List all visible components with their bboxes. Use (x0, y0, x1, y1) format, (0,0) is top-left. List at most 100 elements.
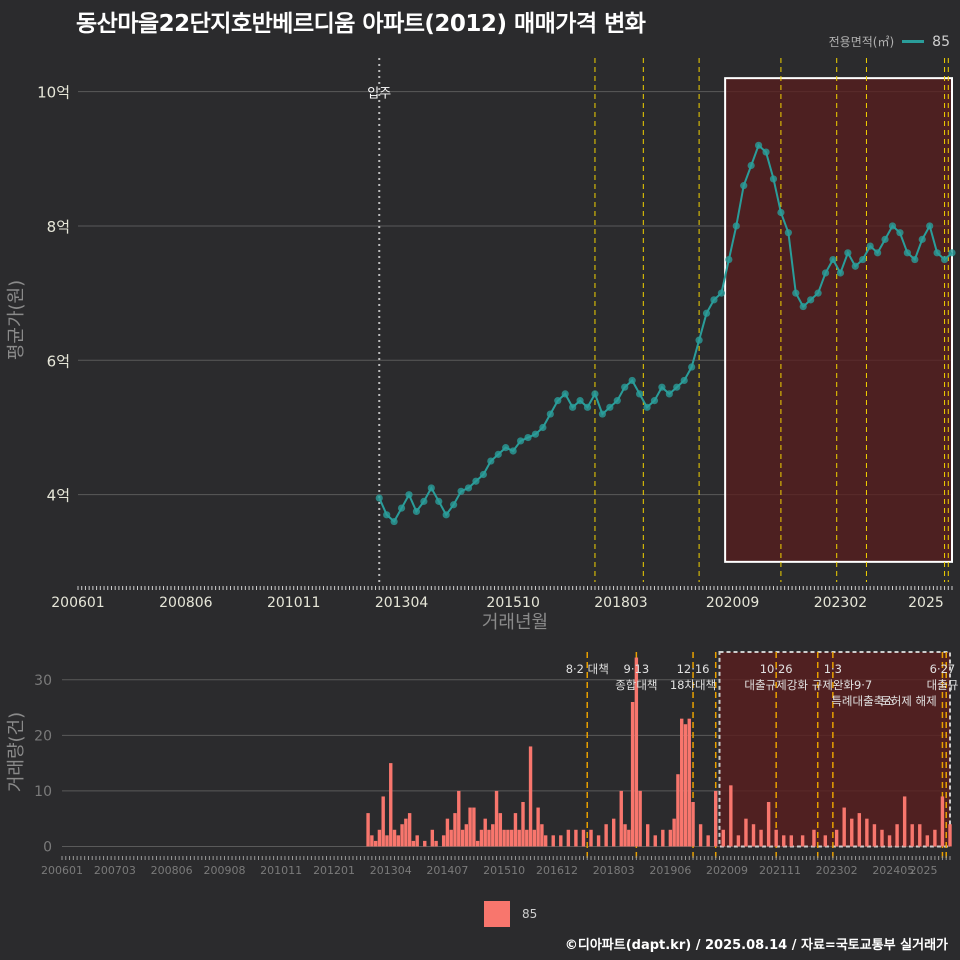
volume-bar (366, 813, 370, 847)
volume-bar (812, 829, 816, 847)
price-point (769, 175, 778, 183)
volume-bar (736, 835, 741, 847)
volume-bar (687, 718, 691, 847)
volume-bar (457, 790, 461, 847)
volume-bar (521, 802, 525, 847)
volume-legend-swatch (484, 901, 510, 927)
price-point (940, 255, 949, 264)
volume-bar (509, 829, 514, 847)
price-point (732, 222, 740, 230)
price-point (821, 269, 830, 277)
price-point (710, 296, 718, 304)
price-point (896, 229, 904, 237)
price-point (807, 296, 815, 304)
volume-bar (415, 835, 419, 847)
price-x-tick-label: 200601 (51, 595, 104, 611)
price-point (539, 423, 547, 432)
volume-bar (525, 829, 529, 847)
volume-bar (487, 829, 491, 847)
volume-bar (464, 824, 469, 847)
volume-bar (498, 813, 503, 847)
volume-y-tick-label: 30 (34, 673, 52, 689)
volume-bar (460, 829, 465, 847)
volume-bar (449, 829, 453, 847)
price-point (836, 269, 845, 277)
price-x-axis-label: 거래년월 (482, 612, 548, 633)
volume-bar (683, 724, 688, 847)
volume-bar (865, 818, 869, 847)
volume-legend-label: 85 (522, 907, 538, 921)
volume-bar (423, 840, 427, 847)
policy-label: 1·3 (824, 662, 842, 676)
volume-x-tick-label: 2025 (910, 864, 938, 877)
volume-bar (789, 835, 793, 847)
price-point (598, 410, 607, 418)
policy-label: 대출규제강화 (744, 678, 808, 692)
price-point (695, 336, 703, 344)
price-point (383, 511, 391, 519)
price-x-tick-label: 200806 (159, 595, 213, 611)
price-point (948, 249, 956, 257)
price-point (569, 403, 577, 411)
volume-bar (940, 796, 945, 847)
volume-bar (630, 702, 635, 847)
volume-bar (494, 790, 499, 847)
price-point (814, 289, 822, 297)
volume-bar (611, 818, 616, 847)
price-point (673, 383, 681, 391)
price-point (777, 208, 785, 217)
volume-bar (834, 829, 839, 847)
volume-x-tick-label: 200703 (94, 864, 136, 877)
volume-x-tick-label: 201906 (649, 864, 691, 877)
policy-label: 9·13 (624, 662, 650, 676)
price-point (494, 450, 502, 458)
volume-y-axis-label: 거래량(건) (6, 712, 27, 792)
volume-x-tick-label: 201407 (426, 864, 468, 877)
price-x-tick-label: 202302 (814, 595, 867, 611)
volume-bar (491, 824, 495, 847)
move-in-annotation: 입주 (367, 87, 391, 102)
price-y-tick-label: 6억 (47, 352, 70, 370)
price-y-tick-label: 4억 (47, 487, 70, 505)
price-point (531, 430, 540, 438)
volume-bar (627, 829, 631, 847)
volume-bar (441, 835, 446, 847)
price-point (591, 390, 599, 398)
price-x-tick-label: 201803 (594, 595, 647, 611)
volume-bar (918, 824, 922, 847)
volume-x-tick-label: 201011 (260, 864, 302, 877)
volume-bar (910, 824, 914, 847)
price-x-tick-label: 202009 (706, 595, 759, 611)
policy-label: 18차대책 (670, 678, 716, 692)
price-point (412, 507, 421, 516)
chart-title: 동산마을22단지호반베르디움 아파트(2012) 매매가격 변화 (76, 11, 646, 37)
volume-bar (540, 824, 544, 847)
price-point (866, 242, 874, 250)
price-point (881, 235, 889, 243)
price-point (397, 504, 406, 512)
price-point (658, 383, 666, 391)
volume-bar (513, 813, 518, 847)
volume-bar (373, 840, 378, 847)
volume-x-tick-label: 202302 (816, 864, 858, 877)
price-point (755, 141, 763, 149)
volume-bar (502, 829, 506, 847)
price-point (479, 470, 487, 479)
price-point (829, 255, 837, 264)
volume-bar (623, 824, 627, 847)
price-point (375, 494, 383, 502)
volume-bar (842, 807, 846, 847)
price-point (799, 302, 807, 311)
price-point (621, 383, 629, 391)
volume-bar (887, 835, 892, 847)
volume-x-tick-label: 201612 (536, 864, 578, 877)
volume-bar (729, 785, 733, 847)
price-point (650, 397, 659, 405)
policy-label: 12·16 (677, 662, 710, 676)
volume-panel: 0 10 20 30 8·2 대책 9·13 종합대책 12·16 18차대책 10·26 대출규제… (6, 651, 958, 877)
price-legend-swatch (902, 40, 925, 43)
volume-bar (800, 835, 805, 847)
price-point (613, 397, 621, 405)
price-point (911, 255, 919, 264)
volume-bar (468, 807, 472, 847)
